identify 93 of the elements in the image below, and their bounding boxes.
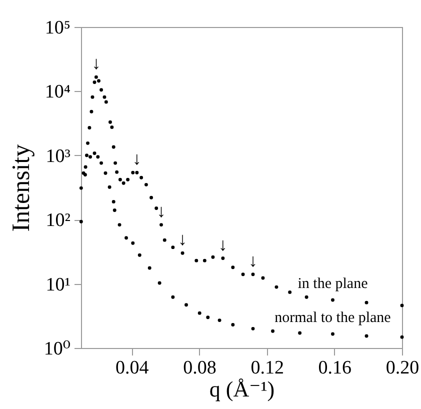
x-tick-label: 0.04 — [116, 358, 150, 378]
point — [171, 246, 175, 250]
point — [85, 154, 88, 158]
point — [364, 300, 368, 304]
point — [110, 125, 114, 129]
y-tick-label: 10¹ — [46, 274, 71, 296]
point — [100, 161, 104, 165]
point — [194, 258, 198, 262]
y-tick-label: 10⁴ — [44, 82, 71, 103]
point — [79, 186, 83, 190]
point — [154, 206, 158, 210]
point — [231, 266, 235, 270]
point — [88, 126, 92, 130]
point — [131, 241, 135, 245]
point — [158, 281, 162, 285]
annotation: ↓ — [132, 148, 142, 169]
point — [202, 258, 206, 262]
point — [97, 79, 100, 83]
point — [100, 88, 104, 92]
y-tick-label: 10⁰ — [44, 338, 71, 360]
x-axis-title: q (Å⁻¹) — [209, 376, 275, 402]
point — [104, 100, 108, 104]
annotation: ↓ — [92, 53, 101, 74]
y-axis-title: Intensity — [8, 144, 35, 232]
point — [150, 196, 154, 200]
point — [126, 178, 130, 182]
point — [304, 295, 308, 299]
point — [108, 120, 112, 124]
point — [138, 253, 142, 257]
point — [90, 95, 94, 99]
point — [162, 238, 166, 242]
point — [400, 304, 404, 308]
point — [288, 290, 292, 294]
point — [251, 272, 255, 276]
point — [274, 285, 278, 289]
point — [96, 155, 100, 159]
point — [94, 75, 98, 79]
point — [112, 200, 116, 204]
point — [211, 255, 215, 259]
point — [221, 256, 225, 260]
point — [261, 276, 265, 280]
point — [104, 171, 108, 175]
point — [184, 303, 188, 307]
point — [124, 236, 128, 240]
point — [112, 145, 116, 149]
point — [92, 152, 96, 155]
point — [140, 176, 144, 180]
series-label: in the plane — [298, 276, 368, 292]
point — [241, 272, 245, 276]
point — [331, 332, 334, 336]
point — [115, 170, 119, 174]
point — [92, 80, 96, 84]
point — [118, 178, 122, 182]
point — [364, 334, 368, 338]
annotation: ↓ — [178, 229, 188, 250]
y-tick-label: 10² — [46, 210, 71, 232]
point — [148, 266, 152, 270]
point — [251, 326, 255, 330]
point — [271, 329, 274, 333]
point — [171, 295, 175, 299]
point — [90, 110, 94, 114]
y-tick-label: 10³ — [46, 146, 71, 167]
x-tick-label: 0.08 — [183, 358, 216, 378]
point — [122, 181, 126, 185]
point — [84, 165, 88, 169]
point — [144, 182, 148, 186]
point — [88, 155, 92, 159]
point — [102, 95, 106, 99]
point — [231, 323, 235, 327]
point — [218, 318, 222, 322]
point — [198, 311, 202, 315]
annotation: ↓ — [218, 234, 228, 254]
point — [112, 208, 116, 212]
point — [86, 141, 90, 145]
point — [400, 335, 404, 339]
point — [180, 251, 184, 255]
point — [131, 170, 135, 174]
point — [114, 161, 118, 165]
point — [135, 170, 139, 174]
x-tick-label: 0.12 — [250, 358, 284, 378]
series-label: normal to the plane — [274, 310, 392, 326]
x-tick-label: 0.20 — [386, 358, 420, 378]
point — [206, 316, 210, 320]
y-tick-label: 10⁵ — [44, 18, 70, 38]
annotation: ↓ — [156, 200, 166, 221]
point — [79, 220, 83, 224]
x-tick-label: 0.16 — [318, 358, 352, 378]
point — [298, 331, 302, 335]
annotation: ↓ — [248, 250, 258, 270]
point — [108, 185, 112, 189]
point — [160, 223, 163, 227]
point — [118, 223, 122, 227]
point — [331, 298, 334, 302]
